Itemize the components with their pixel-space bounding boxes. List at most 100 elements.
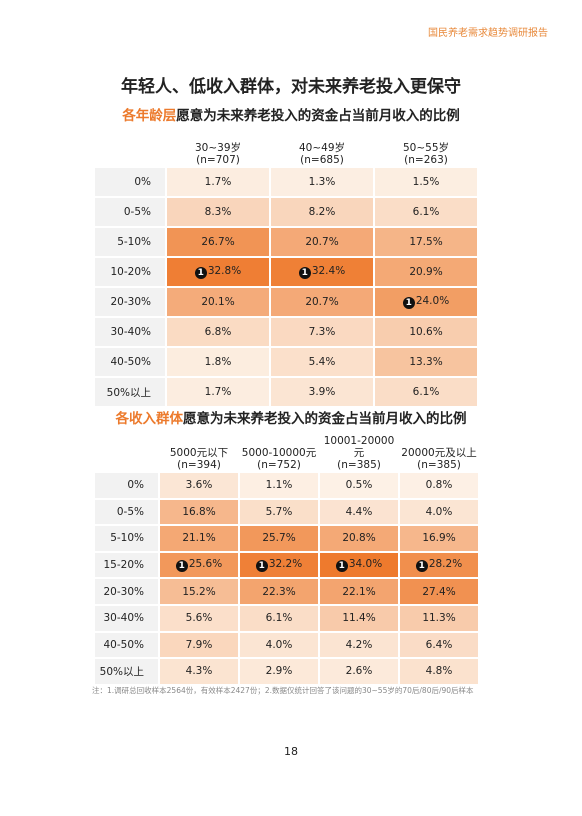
heat-cell: 1 32.4%	[269, 256, 375, 288]
heat-cell: 1 32.8%	[165, 256, 271, 288]
cell-value: 24.0%	[415, 295, 450, 307]
row-label: 10-20%	[93, 256, 167, 288]
heat-cell: 1 34.0%	[318, 550, 400, 580]
heat-cell: 1.7%	[165, 376, 271, 408]
row-label: 20-30%	[93, 286, 167, 318]
data-row: 20-30% 15.2% 22.3% 22.1% 27.4%	[93, 577, 480, 606]
row-label: 40-50%	[93, 346, 167, 378]
column-header: 30~39岁 (n=707)	[165, 140, 271, 168]
rank-badge: 1	[415, 560, 428, 573]
heat-cell: 20.8%	[318, 524, 400, 553]
data-row: 0-5% 8.3% 8.2% 6.1%	[93, 196, 479, 228]
rank-badge: 1	[175, 560, 188, 573]
heat-cell: 20.1%	[165, 286, 271, 318]
subtitle-highlight: 各年龄层	[122, 108, 177, 124]
header-row: 30~39岁 (n=707) 40~49岁 (n=685) 50~55岁 (n=263)	[93, 140, 479, 168]
heatmap-table: 5000元以下 (n=394) 5000-10000元 (n=752) 10001-20…	[93, 433, 480, 686]
page-title: 年轻人、低收入群体，对未来养老投入更保守	[121, 77, 461, 97]
heat-cell: 11.4%	[318, 603, 400, 633]
heat-cell: 1 25.6%	[158, 550, 240, 580]
heat-cell: 11.3%	[398, 603, 480, 633]
heat-cell: 5.4%	[269, 346, 375, 378]
heat-cell: 16.9%	[398, 524, 480, 553]
subtitle-highlight: 各收入群体	[115, 411, 184, 427]
heat-cell: 20.7%	[269, 226, 375, 258]
column-sample-size: (n=707)	[196, 154, 240, 166]
data-row: 50%以上 4.3% 2.9% 2.6% 4.8%	[93, 657, 480, 686]
column-label: 30~39岁	[194, 142, 242, 154]
subtitle-text: 愿意为未来养老投入的资金占当前月收入的比例	[176, 108, 460, 124]
row-label: 50%以上	[93, 376, 167, 408]
heat-cell: 6.8%	[165, 316, 271, 348]
heat-cell: 6.1%	[373, 376, 479, 408]
heat-cell: 26.7%	[165, 226, 271, 258]
footnote: 注：1.调研总回收样本2564份，有效样本2427份；2.数据仅统计回答了该问题…	[92, 686, 474, 695]
heat-cell: 16.8%	[158, 497, 240, 527]
data-row: 10-20% 1 32.8% 1 32.4% 20.9%	[93, 256, 479, 288]
table-subtitle: 各收入群体愿意为未来养老投入的资金占当前月收入的比例	[0, 407, 582, 427]
heat-cell: 4.0%	[398, 497, 480, 527]
column-label: 40~49岁	[298, 142, 346, 154]
column-header: 5000元以下 (n=394)	[158, 433, 240, 473]
cell-value: 28.2%	[428, 558, 463, 571]
row-label: 0-5%	[93, 497, 160, 527]
column-header: 5000-10000元 (n=752)	[238, 433, 320, 473]
heat-cell: 6.1%	[238, 603, 320, 633]
row-label: 15-20%	[93, 550, 160, 580]
data-row: 50%以上 1.7% 3.9% 6.1%	[93, 376, 479, 408]
table-subtitle: 各年龄层愿意为未来养老投入的资金占当前月收入的比例	[0, 104, 582, 124]
row-label: 5-10%	[93, 226, 167, 258]
data-row: 30-40% 5.6% 6.1% 11.4% 11.3%	[93, 603, 480, 633]
heat-cell: 1 28.2%	[398, 550, 480, 580]
data-row: 5-10% 21.1% 25.7% 20.8% 16.9%	[93, 524, 480, 553]
column-label: 20000元及以上	[401, 447, 477, 459]
data-row: 40-50% 1.8% 5.4% 13.3%	[93, 346, 479, 378]
column-sample-size: (n=394)	[177, 459, 221, 471]
data-row: 0-5% 16.8% 5.7% 4.4% 4.0%	[93, 497, 480, 527]
heat-cell: 5.6%	[158, 603, 240, 633]
cell-value: 25.6%	[188, 558, 223, 571]
column-header: 20000元及以上 (n=385)	[398, 433, 480, 473]
heat-cell: 3.6%	[158, 471, 240, 500]
heat-cell: 3.9%	[269, 376, 375, 408]
data-row: 15-20% 1 25.6% 1 32.2% 1 34.0% 1 28.2%	[93, 550, 480, 580]
heat-cell: 22.3%	[238, 577, 320, 606]
heat-cell: 5.7%	[238, 497, 320, 527]
report-name: 国民养老需求趋势调研报告	[428, 28, 548, 39]
data-row: 0% 1.7% 1.3% 1.5%	[93, 166, 479, 198]
row-label: 30-40%	[93, 316, 167, 348]
row-label: 5-10%	[93, 524, 160, 553]
heat-cell: 8.3%	[165, 196, 271, 228]
column-sample-size: (n=685)	[300, 154, 344, 166]
heat-cell: 1.1%	[238, 471, 320, 500]
heat-cell: 8.2%	[269, 196, 375, 228]
heat-cell: 22.1%	[318, 577, 400, 606]
rank-badge: 1	[194, 267, 207, 279]
data-row: 5-10% 26.7% 20.7% 17.5%	[93, 226, 479, 258]
heat-cell: 1.5%	[373, 166, 479, 198]
heat-cell: 4.4%	[318, 497, 400, 527]
row-label: 0-5%	[93, 196, 167, 228]
column-header: 40~49岁 (n=685)	[269, 140, 375, 168]
corner-cell	[93, 433, 160, 473]
cell-value: 32.4%	[311, 265, 346, 277]
heat-cell: 13.3%	[373, 346, 479, 378]
column-header: 10001-20000元 (n=385)	[318, 433, 400, 473]
row-label: 30-40%	[93, 603, 160, 633]
heat-cell: 0.5%	[318, 471, 400, 500]
rank-badge: 1	[298, 267, 311, 279]
heat-cell: 0.8%	[398, 471, 480, 500]
row-label: 20-30%	[93, 577, 160, 606]
column-label: 5000元以下	[169, 447, 229, 459]
data-row: 20-30% 20.1% 20.7% 1 24.0%	[93, 286, 479, 318]
page-number: 18	[284, 745, 298, 758]
heat-cell: 15.2%	[158, 577, 240, 606]
heat-cell: 20.9%	[373, 256, 479, 288]
rank-badge: 1	[335, 560, 348, 573]
heat-cell: 4.3%	[158, 657, 240, 686]
heat-cell: 25.7%	[238, 524, 320, 553]
heat-cell: 4.0%	[238, 630, 320, 660]
heat-cell: 2.6%	[318, 657, 400, 686]
row-label: 0%	[93, 471, 160, 500]
